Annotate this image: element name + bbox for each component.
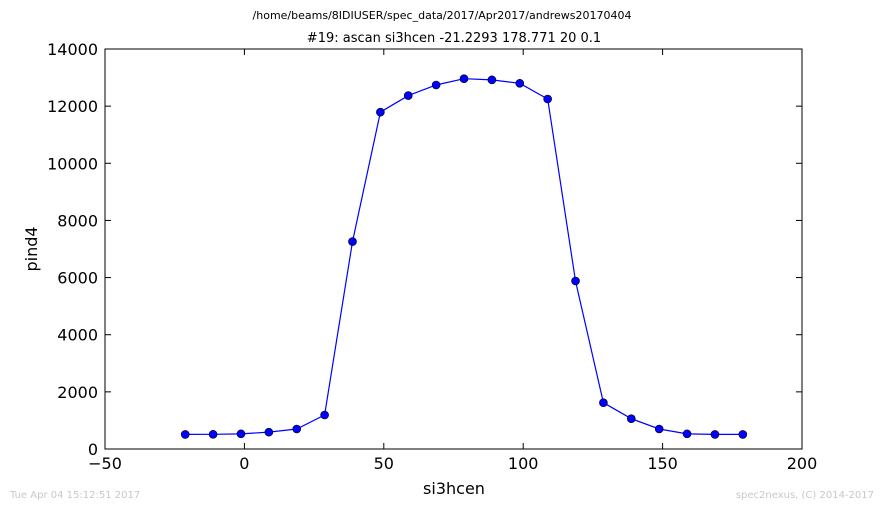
- x-tick-label: −50: [88, 454, 122, 473]
- y-axis: 0 2000 4000 6000 8000 10000 12000 14000: [47, 40, 802, 459]
- data-point: [459, 74, 469, 84]
- data-point: [543, 94, 552, 104]
- data-point: [487, 75, 497, 85]
- data-point: [403, 91, 413, 100]
- data-point: [292, 424, 302, 434]
- data-point: [431, 80, 441, 90]
- x-tick-label: 150: [647, 454, 678, 473]
- y-tick-label: 4000: [57, 326, 98, 345]
- data-point: [320, 410, 329, 420]
- data-point: [738, 430, 748, 439]
- data-point: [626, 414, 636, 424]
- y-axis-label: pind4: [22, 226, 41, 271]
- plot-frame: [104, 48, 803, 450]
- y-tick-label: 12000: [47, 97, 98, 116]
- x-tick-label: 200: [787, 454, 818, 473]
- data-point: [599, 398, 608, 408]
- y-tick-label: 2000: [57, 383, 98, 402]
- y-tick-label: 8000: [57, 211, 98, 230]
- data-point: [348, 237, 357, 246]
- chart-title: #19: ascan si3hcen -21.2293 178.771 20 0…: [307, 31, 601, 46]
- data-point: [654, 424, 664, 434]
- x-axis-label: si3hcen: [423, 479, 485, 498]
- x-tick-label: 0: [239, 454, 249, 473]
- footer-copyright: spec2nexus, (C) 2014-2017: [736, 490, 874, 501]
- series-layer: [180, 74, 748, 439]
- y-tick-label: 10000: [47, 154, 98, 173]
- data-point: [264, 427, 274, 437]
- data-point: [571, 276, 580, 286]
- data-point: [236, 429, 246, 439]
- y-tick-label: 6000: [57, 269, 98, 288]
- data-point: [515, 78, 525, 88]
- data-point: [180, 430, 190, 439]
- x-tick-label: 50: [374, 454, 394, 473]
- data-point: [208, 429, 218, 439]
- data-point: [682, 429, 692, 439]
- plot-area: [105, 49, 802, 449]
- y-tick-label: 0: [88, 440, 98, 459]
- data-point: [376, 107, 385, 117]
- x-tick-label: 100: [508, 454, 539, 473]
- data-point: [710, 430, 720, 439]
- x-axis: −50 0 50 100 150 200: [88, 49, 817, 473]
- footer-timestamp: Tue Apr 04 15:12:51 2017: [9, 490, 140, 501]
- y-tick-label: 14000: [47, 40, 98, 59]
- chart-suptitle: /home/beams/8IDIUSER/spec_data/2017/Apr2…: [253, 9, 632, 22]
